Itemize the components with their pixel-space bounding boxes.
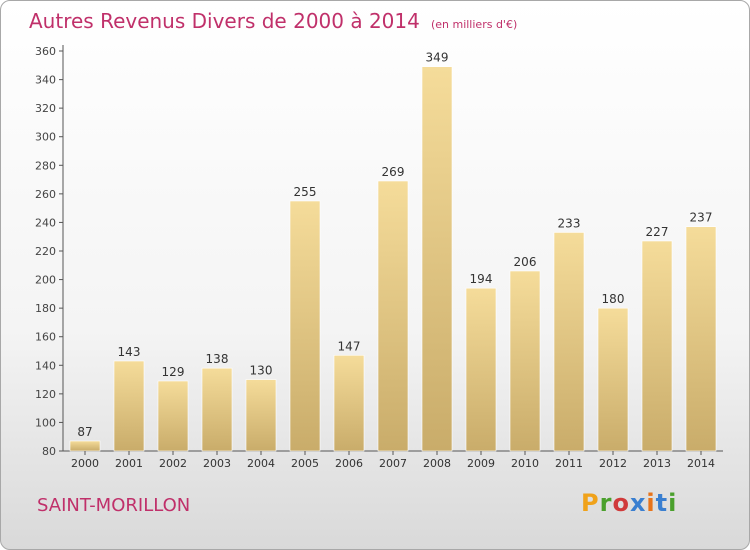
data-label-2003: 138 xyxy=(206,352,229,366)
data-label-2012: 180 xyxy=(602,292,625,306)
x-tick-label: 2001 xyxy=(115,457,143,470)
bar-2013 xyxy=(641,240,673,452)
bar-2011 xyxy=(553,232,585,452)
y-tick-label: 80 xyxy=(42,445,56,458)
y-tick-label: 120 xyxy=(35,388,56,401)
brand-letter: r xyxy=(599,489,613,517)
bar-2007 xyxy=(377,180,409,452)
bar-2010 xyxy=(509,270,541,452)
y-tick-label: 220 xyxy=(35,245,56,258)
data-label-2005: 255 xyxy=(294,185,317,199)
y-tick-label: 300 xyxy=(35,131,56,144)
y-tick-label: 180 xyxy=(35,302,56,315)
chart-title: Autres Revenus Divers de 2000 à 2014 (en… xyxy=(29,9,517,33)
x-tick-label: 2010 xyxy=(511,457,539,470)
y-tick-label: 200 xyxy=(35,274,56,287)
x-tick-label: 2009 xyxy=(467,457,495,470)
data-label-2004: 130 xyxy=(250,364,273,378)
data-label-2001: 143 xyxy=(118,345,141,359)
bar-2000 xyxy=(69,440,101,452)
brand-letter: t xyxy=(655,489,669,517)
data-label-2007: 269 xyxy=(382,165,405,179)
data-label-2008: 349 xyxy=(426,51,449,65)
y-tick-label: 240 xyxy=(35,216,56,229)
bar-2002 xyxy=(157,380,189,452)
y-tick-label: 100 xyxy=(35,416,56,429)
data-label-2000: 87 xyxy=(77,425,92,439)
x-tick-label: 2014 xyxy=(687,457,715,470)
bar-2014 xyxy=(685,226,717,452)
y-tick-label: 260 xyxy=(35,188,56,201)
bar-2012 xyxy=(597,307,629,452)
brand-letter: i xyxy=(668,489,678,517)
x-tick-label: 2013 xyxy=(643,457,671,470)
x-tick-label: 2005 xyxy=(291,457,319,470)
bar-2006 xyxy=(333,354,365,452)
data-label-2014: 237 xyxy=(690,211,713,225)
y-tick-label: 280 xyxy=(35,159,56,172)
data-label-2013: 227 xyxy=(646,225,669,239)
x-tick-label: 2000 xyxy=(71,457,99,470)
x-tick-label: 2007 xyxy=(379,457,407,470)
x-tick-label: 2006 xyxy=(335,457,363,470)
data-label-2006: 147 xyxy=(338,339,361,353)
chart-title-main: Autres Revenus Divers de 2000 à 2014 xyxy=(29,9,420,33)
y-tick-label: 320 xyxy=(35,102,56,115)
brand-letter: x xyxy=(629,489,647,517)
chart-title-unit: (en milliers d'€) xyxy=(430,18,518,31)
data-label-2009: 194 xyxy=(470,272,493,286)
data-label-2010: 206 xyxy=(514,255,537,269)
bar-2004 xyxy=(245,379,277,452)
bar-2003 xyxy=(201,367,233,452)
brand-letter: o xyxy=(612,489,630,517)
bar-2005 xyxy=(289,200,321,452)
brand-letter: i xyxy=(646,489,656,517)
x-tick-label: 2002 xyxy=(159,457,187,470)
y-tick-label: 360 xyxy=(35,45,56,58)
bar-2001 xyxy=(113,360,145,452)
data-label-2002: 129 xyxy=(162,365,185,379)
x-tick-label: 2011 xyxy=(555,457,583,470)
y-tick-label: 140 xyxy=(35,359,56,372)
x-tick-label: 2008 xyxy=(423,457,451,470)
data-label-2011: 233 xyxy=(558,216,581,230)
bar-2008 xyxy=(421,66,453,452)
commune-name: SAINT-MORILLON xyxy=(37,495,191,516)
x-tick-label: 2004 xyxy=(247,457,275,470)
brand-letter: P xyxy=(581,489,600,517)
brand-logo: Proxiti xyxy=(581,489,677,517)
y-tick-label: 160 xyxy=(35,331,56,344)
bar-2009 xyxy=(465,287,497,452)
y-tick-label: 340 xyxy=(35,74,56,87)
x-tick-label: 2003 xyxy=(203,457,231,470)
x-tick-label: 2012 xyxy=(599,457,627,470)
